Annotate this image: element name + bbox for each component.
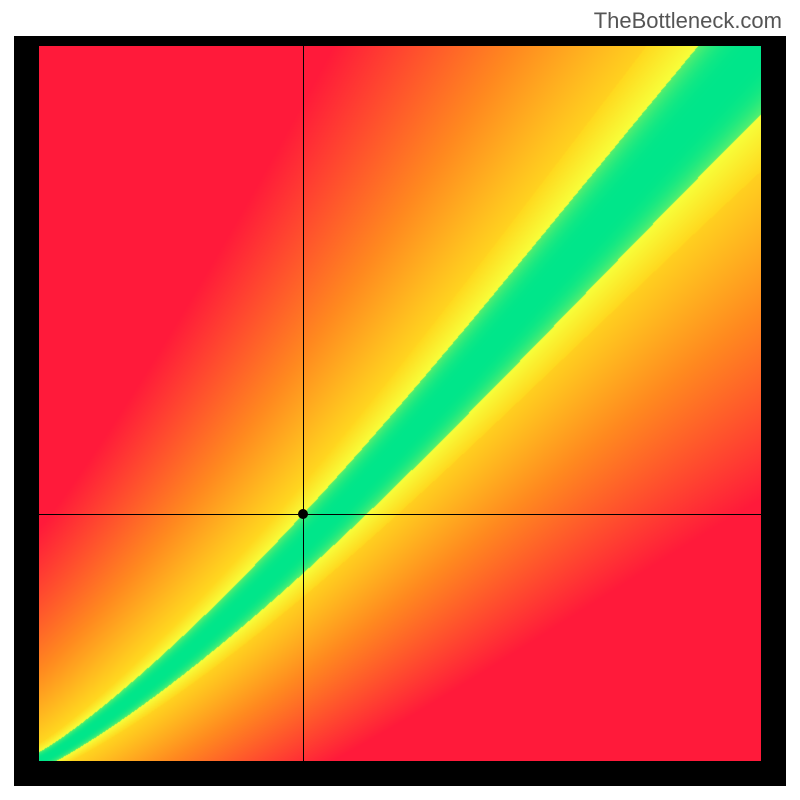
crosshair-vertical (303, 46, 304, 761)
crosshair-marker (298, 509, 308, 519)
attribution-text: TheBottleneck.com (594, 8, 782, 34)
chart-container: TheBottleneck.com (0, 0, 800, 800)
chart-frame (14, 36, 786, 786)
plot-area (39, 46, 761, 761)
crosshair-horizontal (39, 514, 761, 515)
heatmap-canvas (39, 46, 761, 761)
